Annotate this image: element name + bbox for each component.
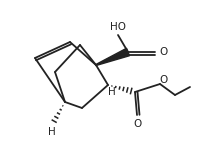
Text: O: O xyxy=(159,47,167,57)
Polygon shape xyxy=(96,48,130,65)
Text: HO: HO xyxy=(110,22,126,32)
Text: O: O xyxy=(159,75,167,85)
Text: H: H xyxy=(108,87,116,97)
Text: H: H xyxy=(48,127,56,137)
Text: O: O xyxy=(133,119,141,129)
